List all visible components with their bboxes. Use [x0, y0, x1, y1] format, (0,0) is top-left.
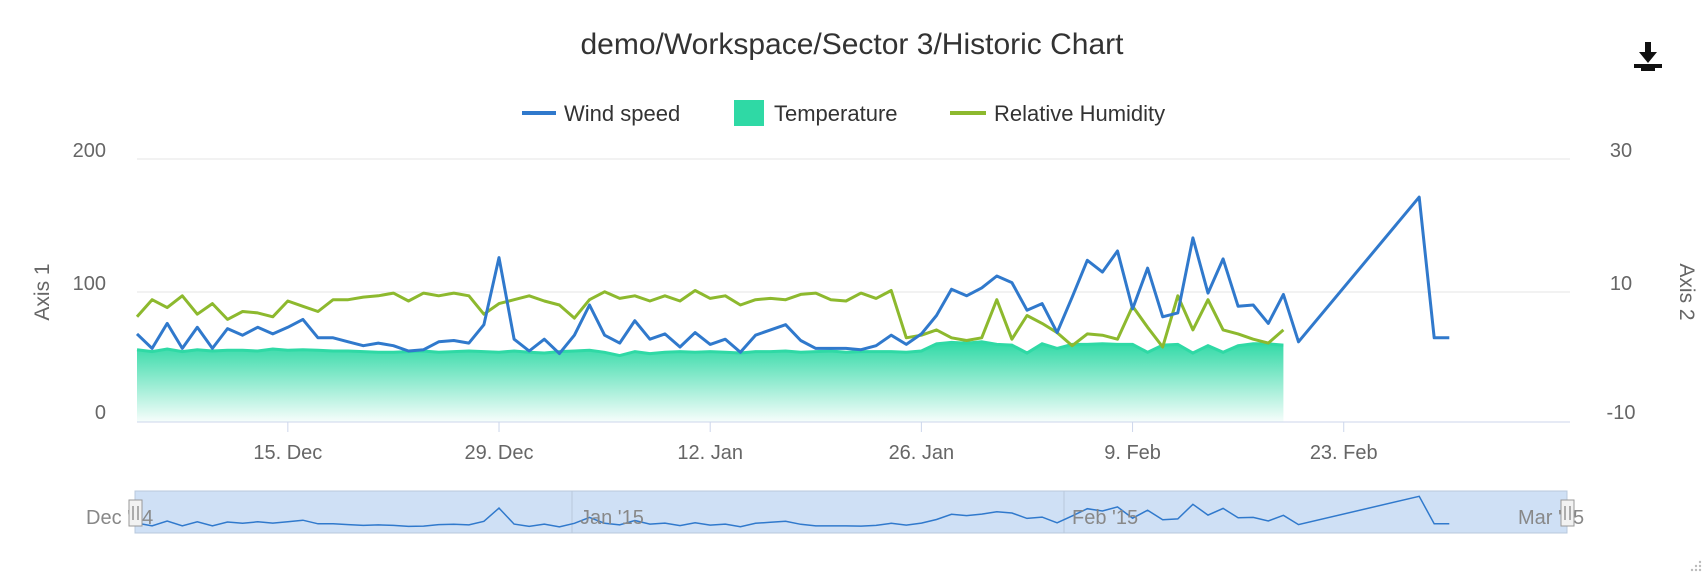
x-tick-label-9-feb: 9. Feb [1104, 442, 1161, 464]
relative-humidity-line [135, 289, 1285, 349]
navigator-series [136, 495, 1450, 528]
legend-label-wind-speed: Wind speed [564, 101, 680, 126]
download-icon[interactable] [1630, 38, 1666, 74]
legend-item-wind-speed[interactable]: Wind speed [522, 101, 680, 126]
x-tick-label-23-feb: 23. Feb [1310, 442, 1378, 464]
y-right-tick-30: 30 [1610, 140, 1632, 162]
legend: Wind speed Temperature Relative Humidity [522, 100, 1165, 126]
series-temperature [136, 340, 1284, 422]
y-right-tick-neg10: -10 [1607, 402, 1636, 424]
series-wind-speed [135, 195, 1450, 356]
wind-speed-line [135, 195, 1450, 356]
y-right-tick-10: 10 [1610, 273, 1632, 295]
navigator-label-dec14: Dec '14 [86, 507, 153, 529]
y-left-axis-title: Axis 1 [31, 263, 54, 320]
x-tick-label-26-jan: 26. Jan [889, 442, 955, 464]
legend-item-relative-humidity[interactable]: Relative Humidity [950, 101, 1165, 126]
navigator-wind-line [136, 495, 1450, 528]
x-tick-label-12-jan: 12. Jan [677, 442, 743, 464]
y-right-axis-title: Axis 2 [1675, 263, 1698, 320]
temperature-area [137, 341, 1284, 422]
legend-label-temperature: Temperature [774, 101, 898, 126]
x-tick-label-29-dec: 29. Dec [465, 442, 534, 464]
legend-item-temperature[interactable]: Temperature [734, 100, 898, 126]
legend-label-relative-humidity: Relative Humidity [994, 101, 1165, 126]
navigator-handle-right[interactable] [1560, 499, 1575, 527]
resize-grip-icon[interactable] [1690, 560, 1702, 572]
navigator-label-feb15: Feb '15 [1072, 507, 1138, 529]
y-left-tick-200: 200 [73, 140, 106, 162]
x-axis-ticks: 15. Dec 29. Dec 12. Jan 26. Jan 9. Feb 23. Fe… [253, 422, 1378, 464]
navigator-label-jan15: Jan '15 [580, 507, 644, 529]
series-relative-humidity [135, 289, 1285, 349]
temperature-line [136, 340, 1284, 358]
navigator[interactable]: Dec '14 Jan '15 Feb '15 Mar '15 [86, 490, 1584, 534]
x-tick-label-15-dec: 15. Dec [253, 442, 322, 464]
navigator-handle-left[interactable] [128, 499, 143, 527]
chart-title: demo/Workspace/Sector 3/Historic Chart [581, 28, 1125, 61]
y-left-tick-100: 100 [73, 273, 106, 295]
y-left-tick-0: 0 [95, 402, 106, 424]
